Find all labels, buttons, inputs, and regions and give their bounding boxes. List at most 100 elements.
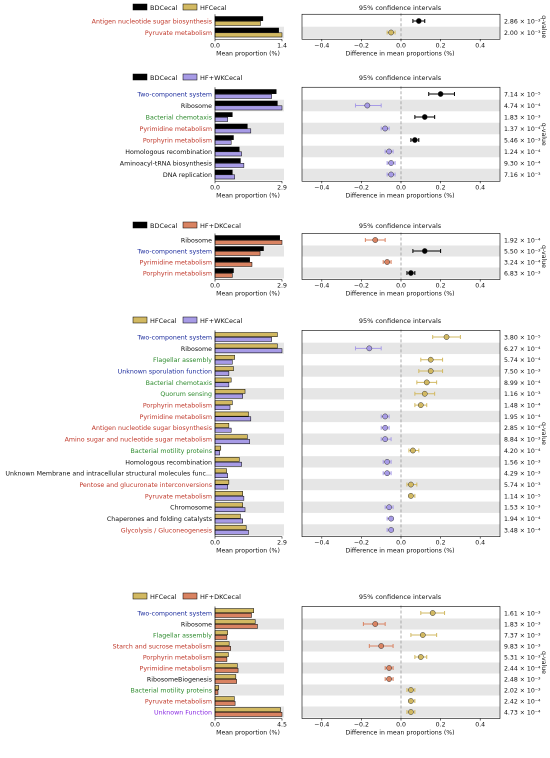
q-value: 4.29 × 10⁻³	[504, 471, 541, 478]
bar-group-b	[214, 32, 283, 38]
q-value: 8.99 × 10⁻⁴	[504, 380, 541, 387]
bar-group-a	[214, 468, 227, 474]
bar-group-a	[214, 696, 235, 701]
bar-group-b	[214, 518, 243, 524]
row-label: Unknown Function	[154, 709, 212, 716]
bar-group-b	[214, 382, 230, 388]
legend-label: BDCecal	[150, 74, 178, 82]
row-label: Chromosome	[170, 505, 212, 512]
diff-tick-label: −0.4	[314, 283, 329, 290]
bar-group-a	[214, 674, 237, 679]
row-label: RibosomeBiogenesis	[147, 676, 212, 683]
diff-tick-label: −0.2	[354, 42, 369, 49]
bar-group-a	[214, 100, 278, 106]
legend-label: BDCecal	[150, 222, 178, 230]
bar-group-b	[214, 416, 252, 422]
diff-tick-label: −0.2	[354, 540, 369, 547]
diff-tick-label: 0.0	[396, 283, 406, 290]
row-stripe	[215, 388, 284, 400]
bar-group-b	[214, 439, 250, 444]
legend-swatch	[182, 592, 198, 600]
left-axis-title: Mean proportion (%)	[216, 192, 280, 199]
bar-group-a	[214, 112, 233, 117]
row-label: Flagellar assembly	[153, 357, 212, 364]
effect-dot	[366, 345, 373, 352]
q-value: 4.73 × 10⁻⁴	[504, 709, 541, 716]
effect-dot	[388, 160, 394, 166]
row-label: Pyrimidine metabolism	[140, 665, 212, 672]
q-value: 1.83 × 10⁻³	[504, 114, 541, 121]
ci-title: 95% confidence intervals	[359, 222, 442, 230]
row-label: Bacterial chemotaxis	[146, 380, 212, 387]
row-stripe	[215, 524, 284, 536]
row-label: Antigen nucleotide sugar biosynthesis	[92, 18, 212, 25]
legend-swatch	[132, 73, 148, 81]
bar-group-b	[214, 128, 252, 134]
bar-group-b	[214, 359, 233, 365]
row-label: Two-component system	[136, 610, 212, 617]
q-value: 5.50 × 10⁻³	[504, 248, 541, 255]
row-stripe	[215, 410, 284, 423]
effect-dot	[384, 459, 390, 465]
q-value: 3.80 × 10⁻⁵	[504, 334, 541, 341]
row-label: Bacterial motility proteins	[131, 687, 213, 694]
row-label: Porphyrin metabolism	[143, 654, 212, 661]
row-label: Two-component system	[136, 334, 212, 341]
bar-group-a	[214, 479, 230, 485]
effect-dot	[388, 171, 394, 178]
row-label: Glycolysis / Gluconeogenesis	[121, 527, 212, 534]
row-label: Ribosome	[181, 237, 212, 244]
bar-group-b	[214, 251, 261, 256]
bar-group-a	[214, 652, 229, 657]
bar-group-b	[214, 701, 236, 706]
diff-axis-title: Difference in mean proportions (%)	[345, 548, 454, 555]
legend-swatch	[182, 316, 198, 324]
row-stripe	[215, 618, 284, 630]
bar-group-a	[214, 619, 256, 624]
diff-tick-label: 0.2	[436, 540, 446, 547]
q-value: 2.00 × 10⁻³	[504, 30, 541, 37]
bar-group-b	[214, 668, 239, 673]
q-value: 1.92 × 10⁻⁴	[504, 237, 541, 244]
row-label: Antigen nucleotide sugar biosynthesis	[92, 425, 212, 432]
row-stripe	[215, 433, 284, 445]
diff-tick-label: 0.4	[475, 722, 485, 729]
bar-group-a	[214, 123, 248, 129]
chart-panel-4: HFCecal HF+WKCecal 95% confidence interval…	[5, 316, 547, 555]
diff-tick-label: 0.2	[436, 283, 446, 290]
row-stripe	[302, 618, 500, 630]
bar-group-a	[214, 502, 243, 508]
diff-tick-label: −0.2	[354, 283, 369, 290]
bar-group-a	[214, 400, 233, 406]
diff-tick-label: 0.4	[475, 184, 485, 191]
row-label: Bacterial chemotaxis	[146, 114, 212, 121]
q-value: 5.31 × 10⁻³	[504, 654, 541, 661]
chart-panel-5: HFCecal HF+DKCecal 95% confidence interval…	[113, 592, 547, 737]
bar-group-a	[214, 89, 277, 94]
bar-group-a	[214, 491, 243, 496]
diff-tick-label: 0.4	[475, 283, 485, 290]
bar-group-b	[214, 461, 242, 467]
legend-label: HF+DKCecal	[200, 222, 241, 230]
row-label: Quorum sensing	[160, 391, 212, 398]
bar-group-a	[214, 135, 234, 140]
ci-title: 95% confidence intervals	[359, 593, 442, 601]
bar-group-b	[214, 405, 231, 410]
effect-dot	[421, 114, 428, 120]
legend-swatch	[132, 316, 148, 324]
q-value: 3.48 × 10⁻⁴	[504, 527, 541, 534]
q-value: 1.48 × 10⁻⁴	[504, 403, 541, 410]
effect-dot	[415, 18, 422, 24]
bar-group-a	[214, 246, 264, 251]
row-stripe	[302, 684, 500, 696]
left-axis-title: Mean proportion (%)	[216, 50, 280, 57]
bar-group-a	[214, 377, 232, 383]
bar-group-a	[214, 169, 233, 175]
legend-label: BDCecal	[150, 4, 178, 12]
row-label: Ribosome	[181, 103, 212, 110]
legend-label: HFCecal	[150, 593, 177, 601]
bar-group-a	[214, 663, 238, 668]
left-tick-label: 4.5	[277, 722, 287, 729]
legend-swatch	[132, 221, 148, 229]
chart-panel-2: BDCecal HF+WKCecal 95% confidence interval…	[120, 73, 547, 199]
